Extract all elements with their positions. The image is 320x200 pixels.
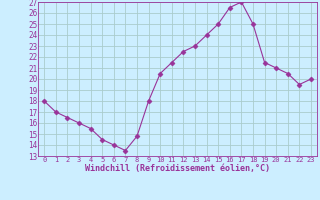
X-axis label: Windchill (Refroidissement éolien,°C): Windchill (Refroidissement éolien,°C): [85, 164, 270, 173]
